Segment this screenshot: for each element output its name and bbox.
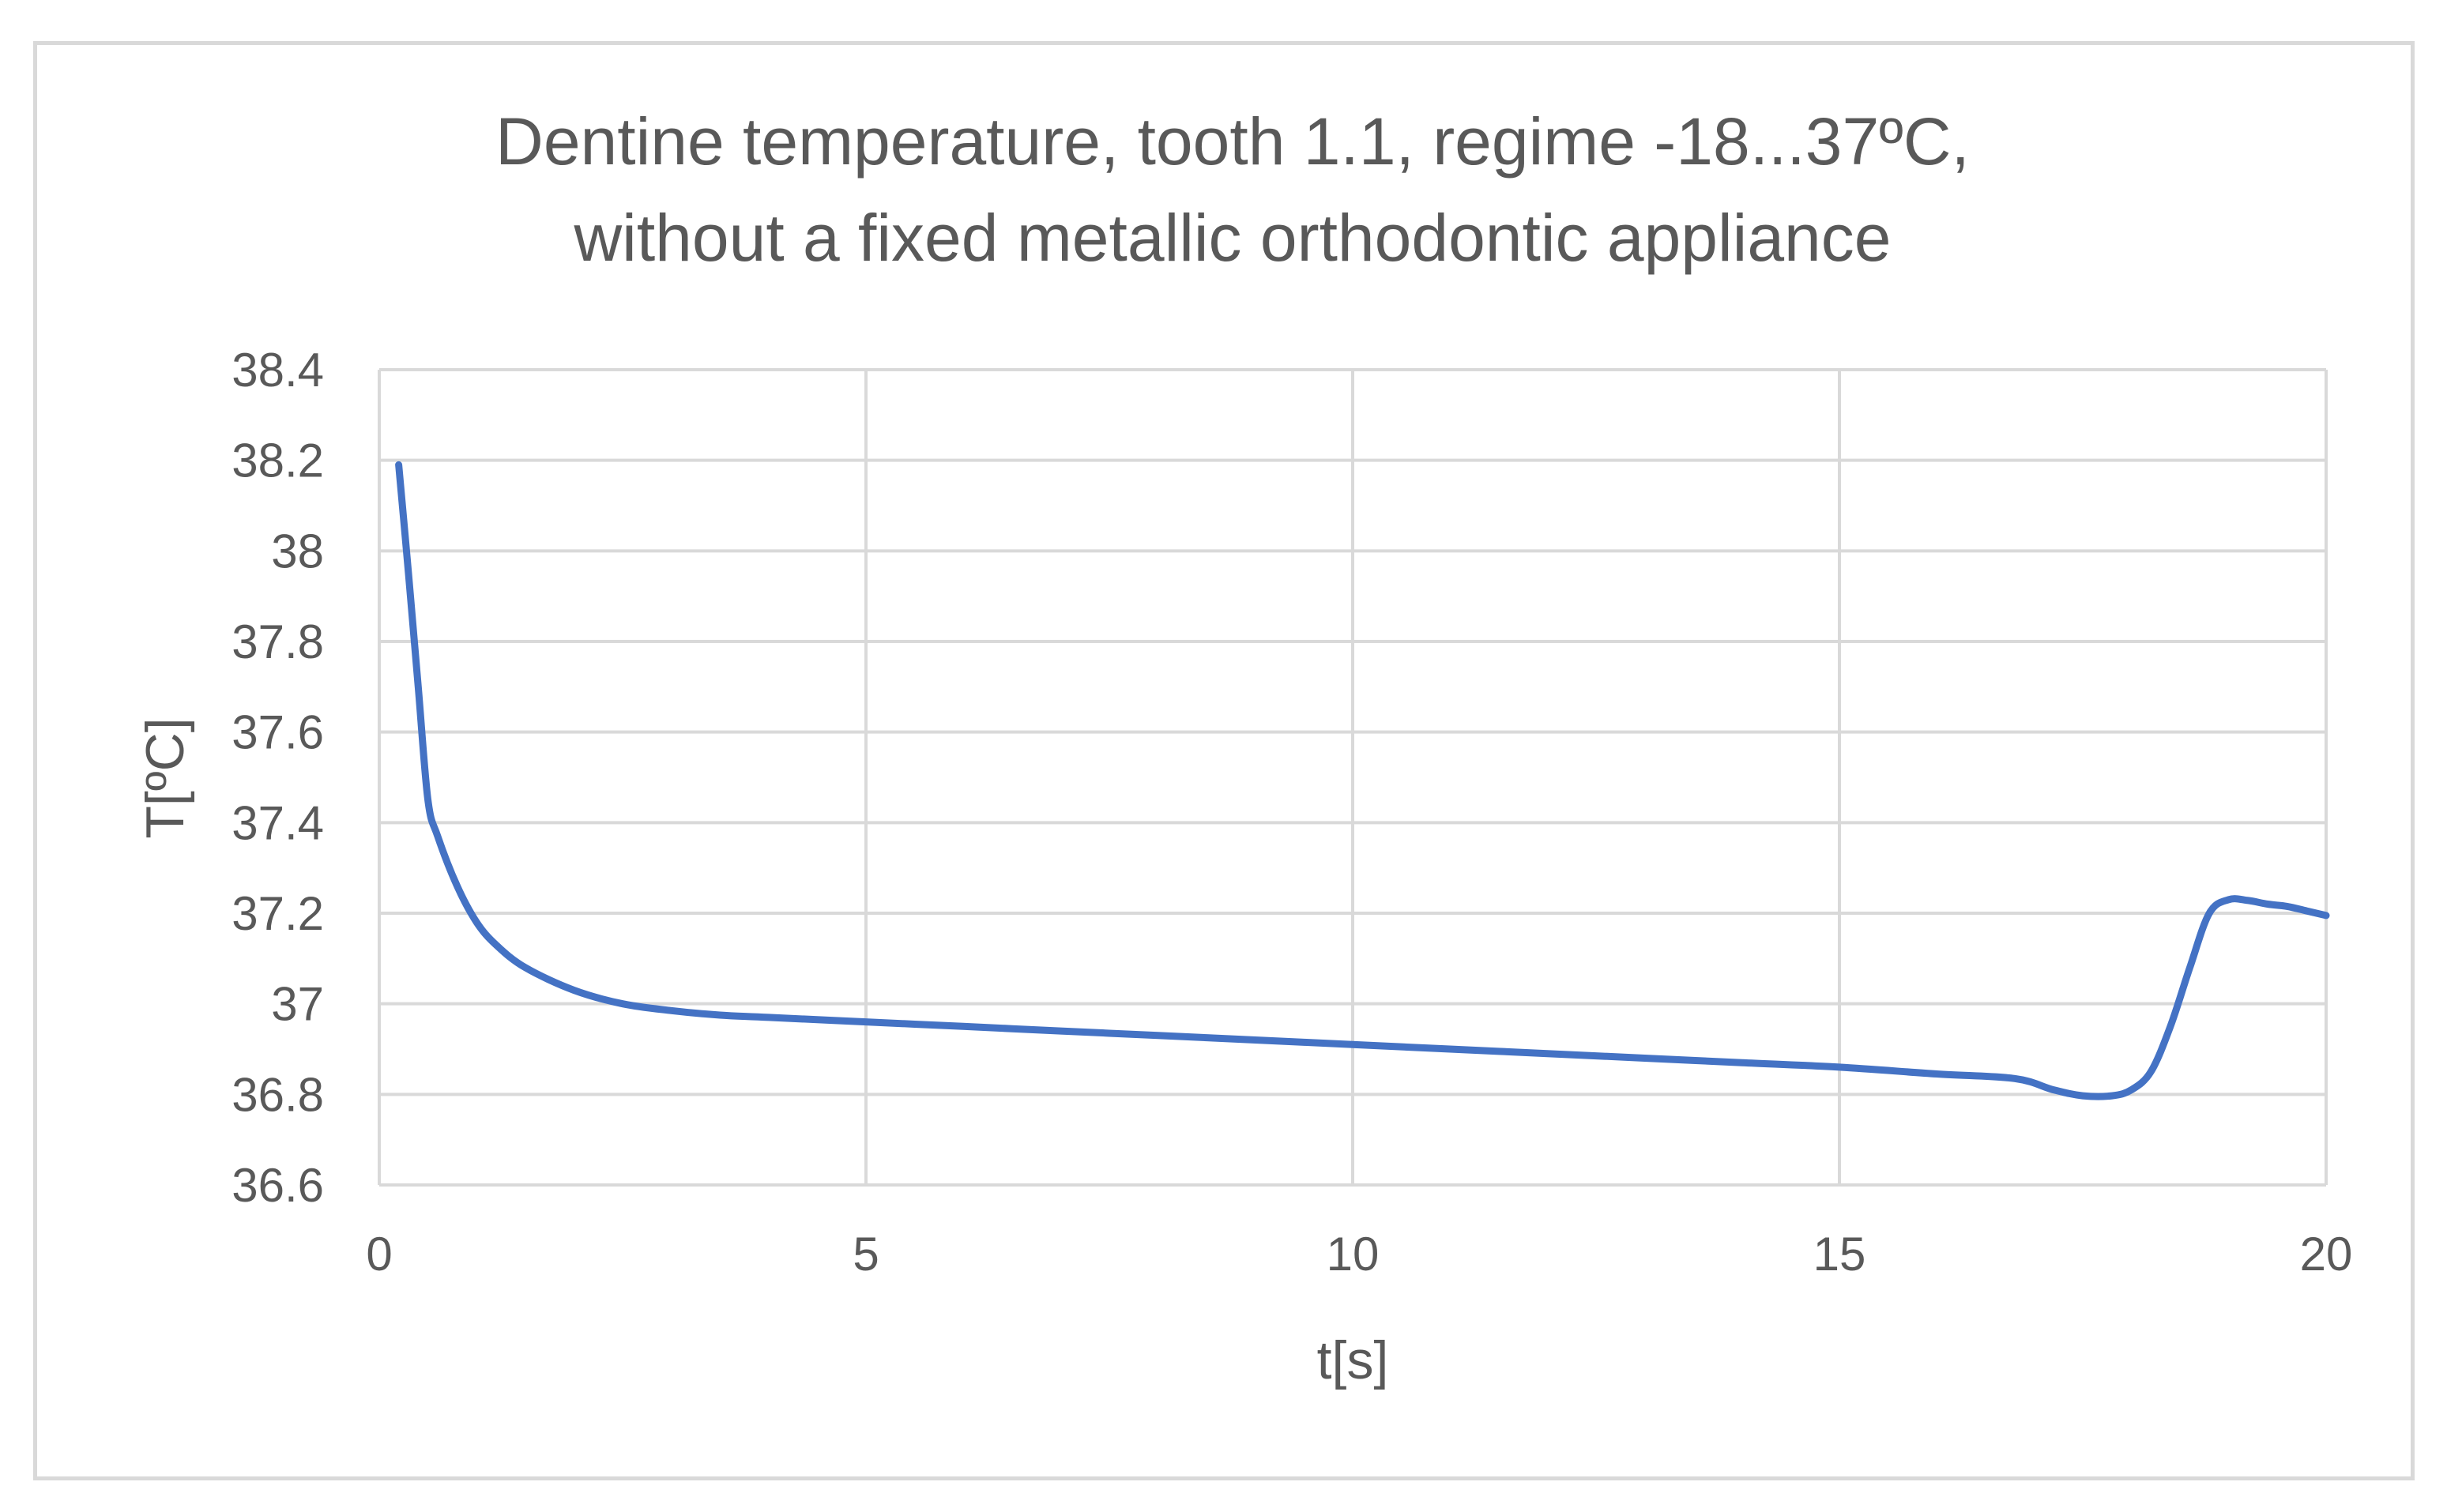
y-tick-label: 38.2	[232, 434, 324, 487]
gridlines	[378, 368, 2328, 1187]
x-tick-label: 5	[853, 1228, 879, 1281]
x-tick-label: 20	[2300, 1228, 2353, 1281]
y-tick-label: 38	[271, 525, 324, 577]
y-tick-label: 36.6	[232, 1159, 324, 1212]
y-tick-label: 37.8	[232, 615, 324, 668]
y-tick-label: 36.8	[232, 1068, 324, 1121]
y-tick-label: 37.6	[232, 706, 324, 759]
y-tick-label: 37.2	[232, 887, 324, 940]
x-tick-label: 15	[1813, 1228, 1866, 1281]
tick-labels: 36.6 36.8 37 37.2 37.4 37.6 37.8 38 38.2 38.4 0 5 10…	[232, 344, 2352, 1281]
chart-title-line2: without a fixed metallic orthodontic app…	[574, 201, 1892, 275]
y-axis-title: T[ºC]	[135, 717, 195, 838]
chart-frame	[33, 41, 2415, 1480]
x-tick-label: 10	[1327, 1228, 1380, 1281]
x-tick-label: 0	[366, 1228, 392, 1281]
x-axis-title: t[s]	[1317, 1330, 1389, 1390]
y-tick-label: 37	[271, 978, 324, 1031]
series-line-0	[395, 461, 2330, 1100]
series-layer	[395, 461, 2330, 1100]
y-tick-label: 37.4	[232, 796, 324, 849]
y-tick-label: 38.4	[232, 344, 324, 397]
chart-title-line1: Dentine temperature, tooth 1.1, regime -…	[495, 104, 1970, 179]
